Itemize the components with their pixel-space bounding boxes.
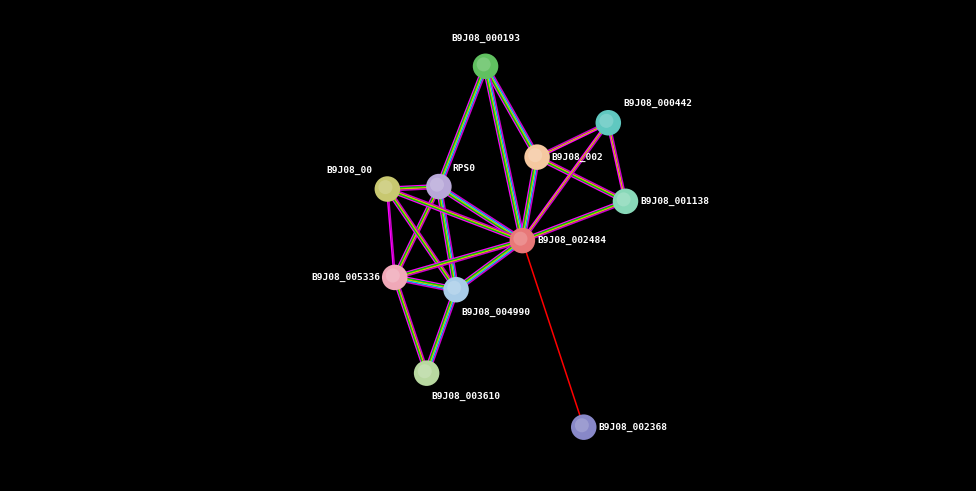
Circle shape	[617, 192, 630, 206]
Text: B9J08_00: B9J08_00	[327, 166, 373, 175]
Circle shape	[447, 281, 462, 295]
Text: B9J08_002484: B9J08_002484	[537, 236, 606, 245]
Circle shape	[595, 110, 621, 136]
Circle shape	[443, 277, 468, 302]
Circle shape	[414, 360, 439, 386]
Circle shape	[379, 180, 392, 194]
Circle shape	[571, 414, 596, 440]
Circle shape	[418, 364, 431, 378]
Text: B9J08_002368: B9J08_002368	[598, 423, 668, 432]
Circle shape	[427, 174, 452, 199]
Circle shape	[528, 148, 543, 162]
Text: B9J08_000193: B9J08_000193	[451, 33, 520, 43]
Circle shape	[476, 57, 491, 71]
Circle shape	[386, 269, 400, 282]
Circle shape	[599, 114, 613, 128]
Circle shape	[430, 178, 444, 191]
Text: B9J08_001138: B9J08_001138	[640, 197, 710, 206]
Text: B9J08_002: B9J08_002	[551, 153, 603, 162]
Circle shape	[513, 232, 527, 246]
Circle shape	[375, 176, 400, 202]
Text: B9J08_003610: B9J08_003610	[431, 392, 501, 401]
Circle shape	[382, 265, 407, 290]
Circle shape	[509, 228, 535, 253]
Circle shape	[613, 189, 638, 214]
Text: B9J08_004990: B9J08_004990	[461, 308, 530, 318]
Text: B9J08_005336: B9J08_005336	[311, 273, 380, 282]
Circle shape	[472, 54, 499, 79]
Circle shape	[524, 144, 549, 170]
Text: B9J08_000442: B9J08_000442	[623, 99, 692, 108]
Circle shape	[575, 418, 589, 432]
Text: RPS0: RPS0	[453, 164, 475, 173]
